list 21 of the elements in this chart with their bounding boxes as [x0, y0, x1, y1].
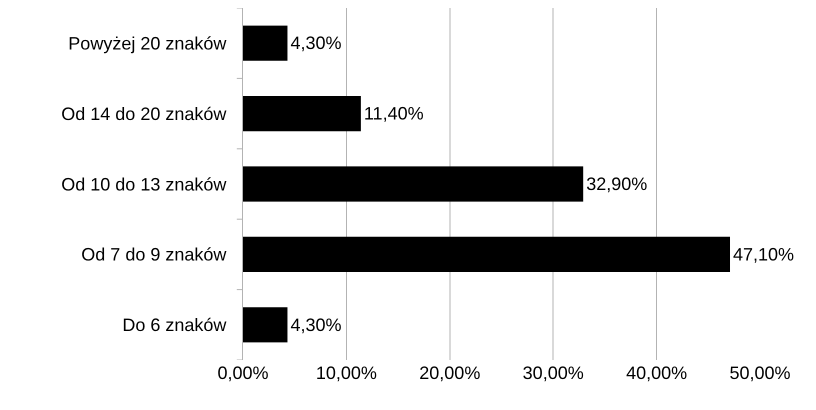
x-tick-label: 20,00%	[419, 363, 480, 383]
x-tick-label: 30,00%	[522, 363, 584, 383]
bar	[243, 166, 584, 202]
data-label: 11,40%	[364, 104, 424, 124]
y-tick-label: Od 14 do 20 znaków	[61, 104, 228, 124]
y-tick-label: Od 7 do 9 znaków	[81, 244, 228, 265]
x-tick-label: 40,00%	[626, 363, 688, 383]
bar	[243, 26, 288, 61]
bar	[243, 96, 361, 132]
bar	[243, 236, 730, 272]
x-tick-label: 0,00%	[217, 363, 269, 383]
bar	[243, 307, 288, 342]
data-label: 47,10%	[733, 244, 794, 264]
x-tick-label: 10,00%	[316, 363, 377, 383]
y-tick-label: Do 6 znaków	[122, 315, 228, 336]
data-label: 4,30%	[290, 33, 342, 54]
y-tick-label: Powyżej 20 znaków	[68, 34, 228, 54]
y-tick-label: Od 10 do 13 znaków	[61, 174, 228, 194]
x-tick-label: 50,00%	[729, 363, 791, 383]
data-label: 32,90%	[586, 174, 648, 194]
data-label: 4,30%	[290, 314, 342, 335]
